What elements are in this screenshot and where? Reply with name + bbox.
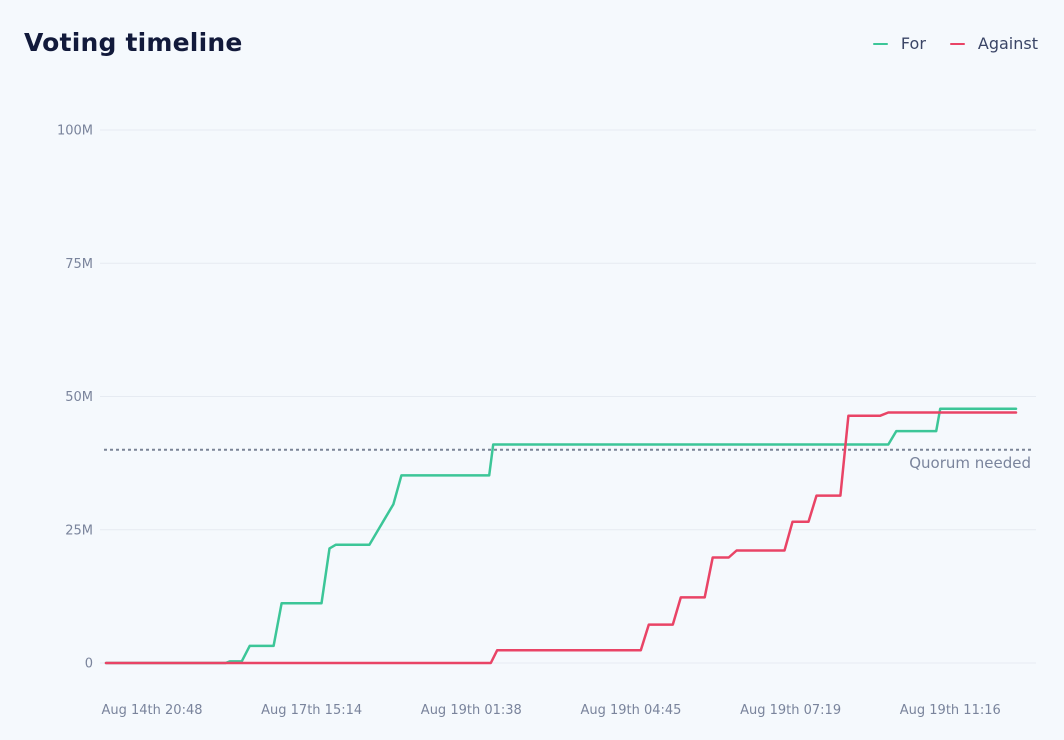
series-line-against xyxy=(104,411,1018,665)
legend-swatch-for xyxy=(872,42,888,45)
y-tick-label: 0 xyxy=(85,657,93,672)
legend-item-against[interactable]: Against xyxy=(949,34,1038,53)
x-tick-label: Aug 19th 11:16 xyxy=(900,703,1001,718)
grid-lines xyxy=(100,129,1036,664)
legend-item-for[interactable]: For xyxy=(872,34,926,53)
x-tick-label: Aug 19th 07:19 xyxy=(740,703,841,718)
legend-label-for: For xyxy=(900,34,926,53)
annotations: Quorum needed xyxy=(104,448,1034,472)
x-tick-label: Aug 19th 01:38 xyxy=(421,703,522,718)
x-tick-label: Aug 19th 04:45 xyxy=(580,703,681,718)
axis-tick-labels: 0 25M 50M 75M 100M Aug 14th 20:48 Aug 17th 15:… xyxy=(57,124,1001,719)
y-tick-label: 75M xyxy=(65,257,93,272)
chart-legend: For Against xyxy=(872,34,1038,53)
x-tick-label: Aug 17th 15:14 xyxy=(261,703,362,718)
legend-swatch-against xyxy=(949,42,965,45)
quorum-label: Quorum needed xyxy=(909,454,1031,472)
chart-title: Voting timeline xyxy=(24,28,243,57)
y-tick-label: 25M xyxy=(65,523,93,538)
x-tick-label: Aug 14th 20:48 xyxy=(102,703,203,718)
series-lines xyxy=(104,407,1018,665)
y-tick-label: 100M xyxy=(57,124,93,139)
legend-label-against: Against xyxy=(977,34,1038,53)
y-tick-label: 50M xyxy=(65,390,93,405)
series-line-for xyxy=(104,407,1018,665)
